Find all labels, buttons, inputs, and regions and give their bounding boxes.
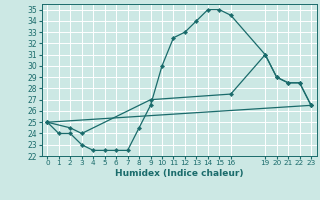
X-axis label: Humidex (Indice chaleur): Humidex (Indice chaleur) [115, 169, 244, 178]
